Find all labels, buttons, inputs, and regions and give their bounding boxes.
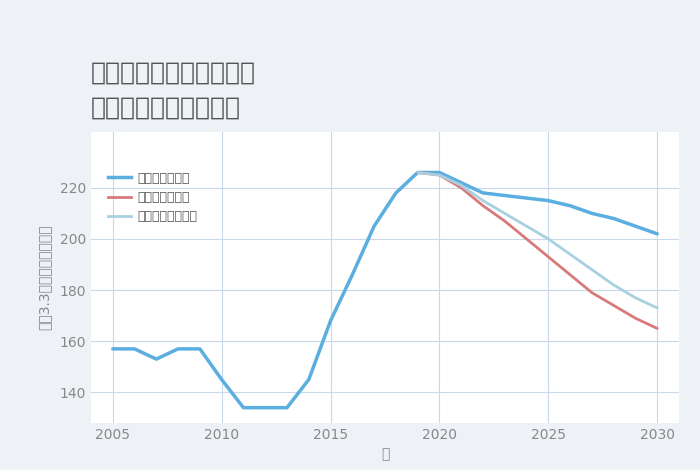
グッドシナリオ: [218, 377, 226, 383]
バッドシナリオ: [457, 185, 466, 191]
グッドシナリオ: [174, 346, 182, 352]
Line: グッドシナリオ: グッドシナリオ: [113, 172, 657, 407]
バッドシナリオ: [566, 272, 574, 278]
グッドシナリオ: [588, 211, 596, 216]
バッドシナリオ: [631, 315, 640, 321]
ノーマルシナリオ: [522, 223, 531, 229]
グッドシナリオ: [457, 180, 466, 186]
Line: バッドシナリオ: バッドシナリオ: [418, 172, 657, 329]
グッドシナリオ: [653, 231, 662, 237]
グッドシナリオ: [283, 405, 291, 410]
グッドシナリオ: [130, 346, 139, 352]
ノーマルシナリオ: [414, 170, 422, 175]
ノーマルシナリオ: [544, 236, 552, 242]
ノーマルシナリオ: [588, 267, 596, 273]
グッドシナリオ: [610, 216, 618, 221]
X-axis label: 年: 年: [381, 447, 389, 462]
グッドシナリオ: [544, 198, 552, 204]
ノーマルシナリオ: [610, 282, 618, 288]
Text: 東京都江戸川区東瑞江の
中古戸建ての価格推移: 東京都江戸川区東瑞江の 中古戸建ての価格推移: [91, 61, 256, 120]
Line: ノーマルシナリオ: ノーマルシナリオ: [418, 172, 657, 308]
ノーマルシナリオ: [435, 172, 444, 178]
Legend: グッドシナリオ, バッドシナリオ, ノーマルシナリオ: グッドシナリオ, バッドシナリオ, ノーマルシナリオ: [103, 167, 202, 228]
バッドシナリオ: [544, 254, 552, 259]
グッドシナリオ: [152, 356, 160, 362]
グッドシナリオ: [522, 195, 531, 201]
Y-axis label: 坪（3.3㎡）単価（万円）: 坪（3.3㎡）単価（万円）: [37, 225, 51, 330]
グッドシナリオ: [304, 377, 313, 383]
ノーマルシナリオ: [457, 182, 466, 188]
ノーマルシナリオ: [631, 295, 640, 301]
グッドシナリオ: [326, 318, 335, 323]
グッドシナリオ: [566, 203, 574, 209]
グッドシナリオ: [348, 272, 356, 278]
グッドシナリオ: [392, 190, 400, 196]
ノーマルシナリオ: [566, 251, 574, 257]
バッドシナリオ: [435, 172, 444, 178]
バッドシナリオ: [414, 170, 422, 175]
グッドシナリオ: [239, 405, 248, 410]
バッドシナリオ: [588, 290, 596, 296]
バッドシナリオ: [500, 218, 509, 224]
グッドシナリオ: [196, 346, 204, 352]
グッドシナリオ: [500, 193, 509, 198]
グッドシナリオ: [108, 346, 117, 352]
バッドシナリオ: [479, 203, 487, 209]
グッドシナリオ: [370, 223, 378, 229]
バッドシナリオ: [653, 326, 662, 331]
ノーマルシナリオ: [500, 211, 509, 216]
グッドシナリオ: [435, 170, 444, 175]
グッドシナリオ: [479, 190, 487, 196]
ノーマルシナリオ: [479, 198, 487, 204]
ノーマルシナリオ: [653, 305, 662, 311]
グッドシナリオ: [414, 170, 422, 175]
グッドシナリオ: [631, 223, 640, 229]
グッドシナリオ: [261, 405, 270, 410]
バッドシナリオ: [610, 303, 618, 308]
バッドシナリオ: [522, 236, 531, 242]
